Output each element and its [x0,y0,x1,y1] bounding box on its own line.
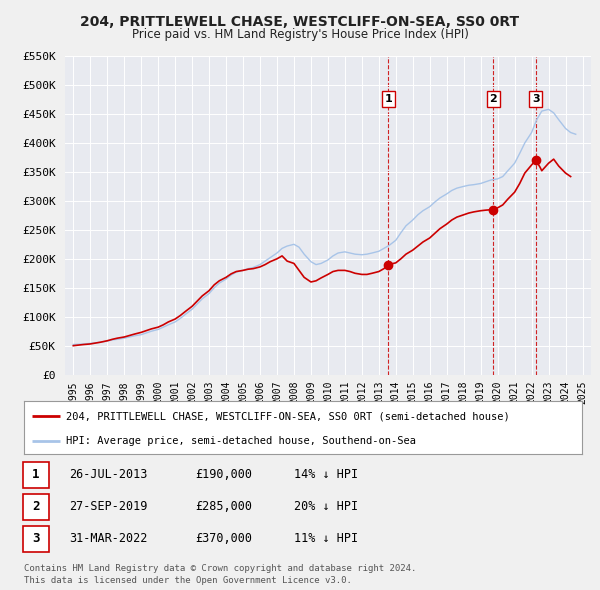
Text: 3: 3 [532,94,539,104]
Text: 27-SEP-2019: 27-SEP-2019 [69,500,148,513]
Text: 11% ↓ HPI: 11% ↓ HPI [294,533,358,546]
Text: 31-MAR-2022: 31-MAR-2022 [69,533,148,546]
Text: 14% ↓ HPI: 14% ↓ HPI [294,468,358,481]
Text: 20% ↓ HPI: 20% ↓ HPI [294,500,358,513]
Text: £190,000: £190,000 [195,468,252,481]
Text: 26-JUL-2013: 26-JUL-2013 [69,468,148,481]
Text: £285,000: £285,000 [195,500,252,513]
Text: 3: 3 [32,533,40,546]
Text: 2: 2 [490,94,497,104]
Text: HPI: Average price, semi-detached house, Southend-on-Sea: HPI: Average price, semi-detached house,… [66,436,416,446]
Text: Price paid vs. HM Land Registry's House Price Index (HPI): Price paid vs. HM Land Registry's House … [131,28,469,41]
Text: £370,000: £370,000 [195,533,252,546]
Text: 204, PRITTLEWELL CHASE, WESTCLIFF-ON-SEA, SS0 0RT (semi-detached house): 204, PRITTLEWELL CHASE, WESTCLIFF-ON-SEA… [66,411,509,421]
Text: 204, PRITTLEWELL CHASE, WESTCLIFF-ON-SEA, SS0 0RT: 204, PRITTLEWELL CHASE, WESTCLIFF-ON-SEA… [80,15,520,29]
Text: Contains HM Land Registry data © Crown copyright and database right 2024.
This d: Contains HM Land Registry data © Crown c… [24,565,416,585]
Text: 2: 2 [32,500,40,513]
Text: 1: 1 [385,94,392,104]
Text: 1: 1 [32,468,40,481]
